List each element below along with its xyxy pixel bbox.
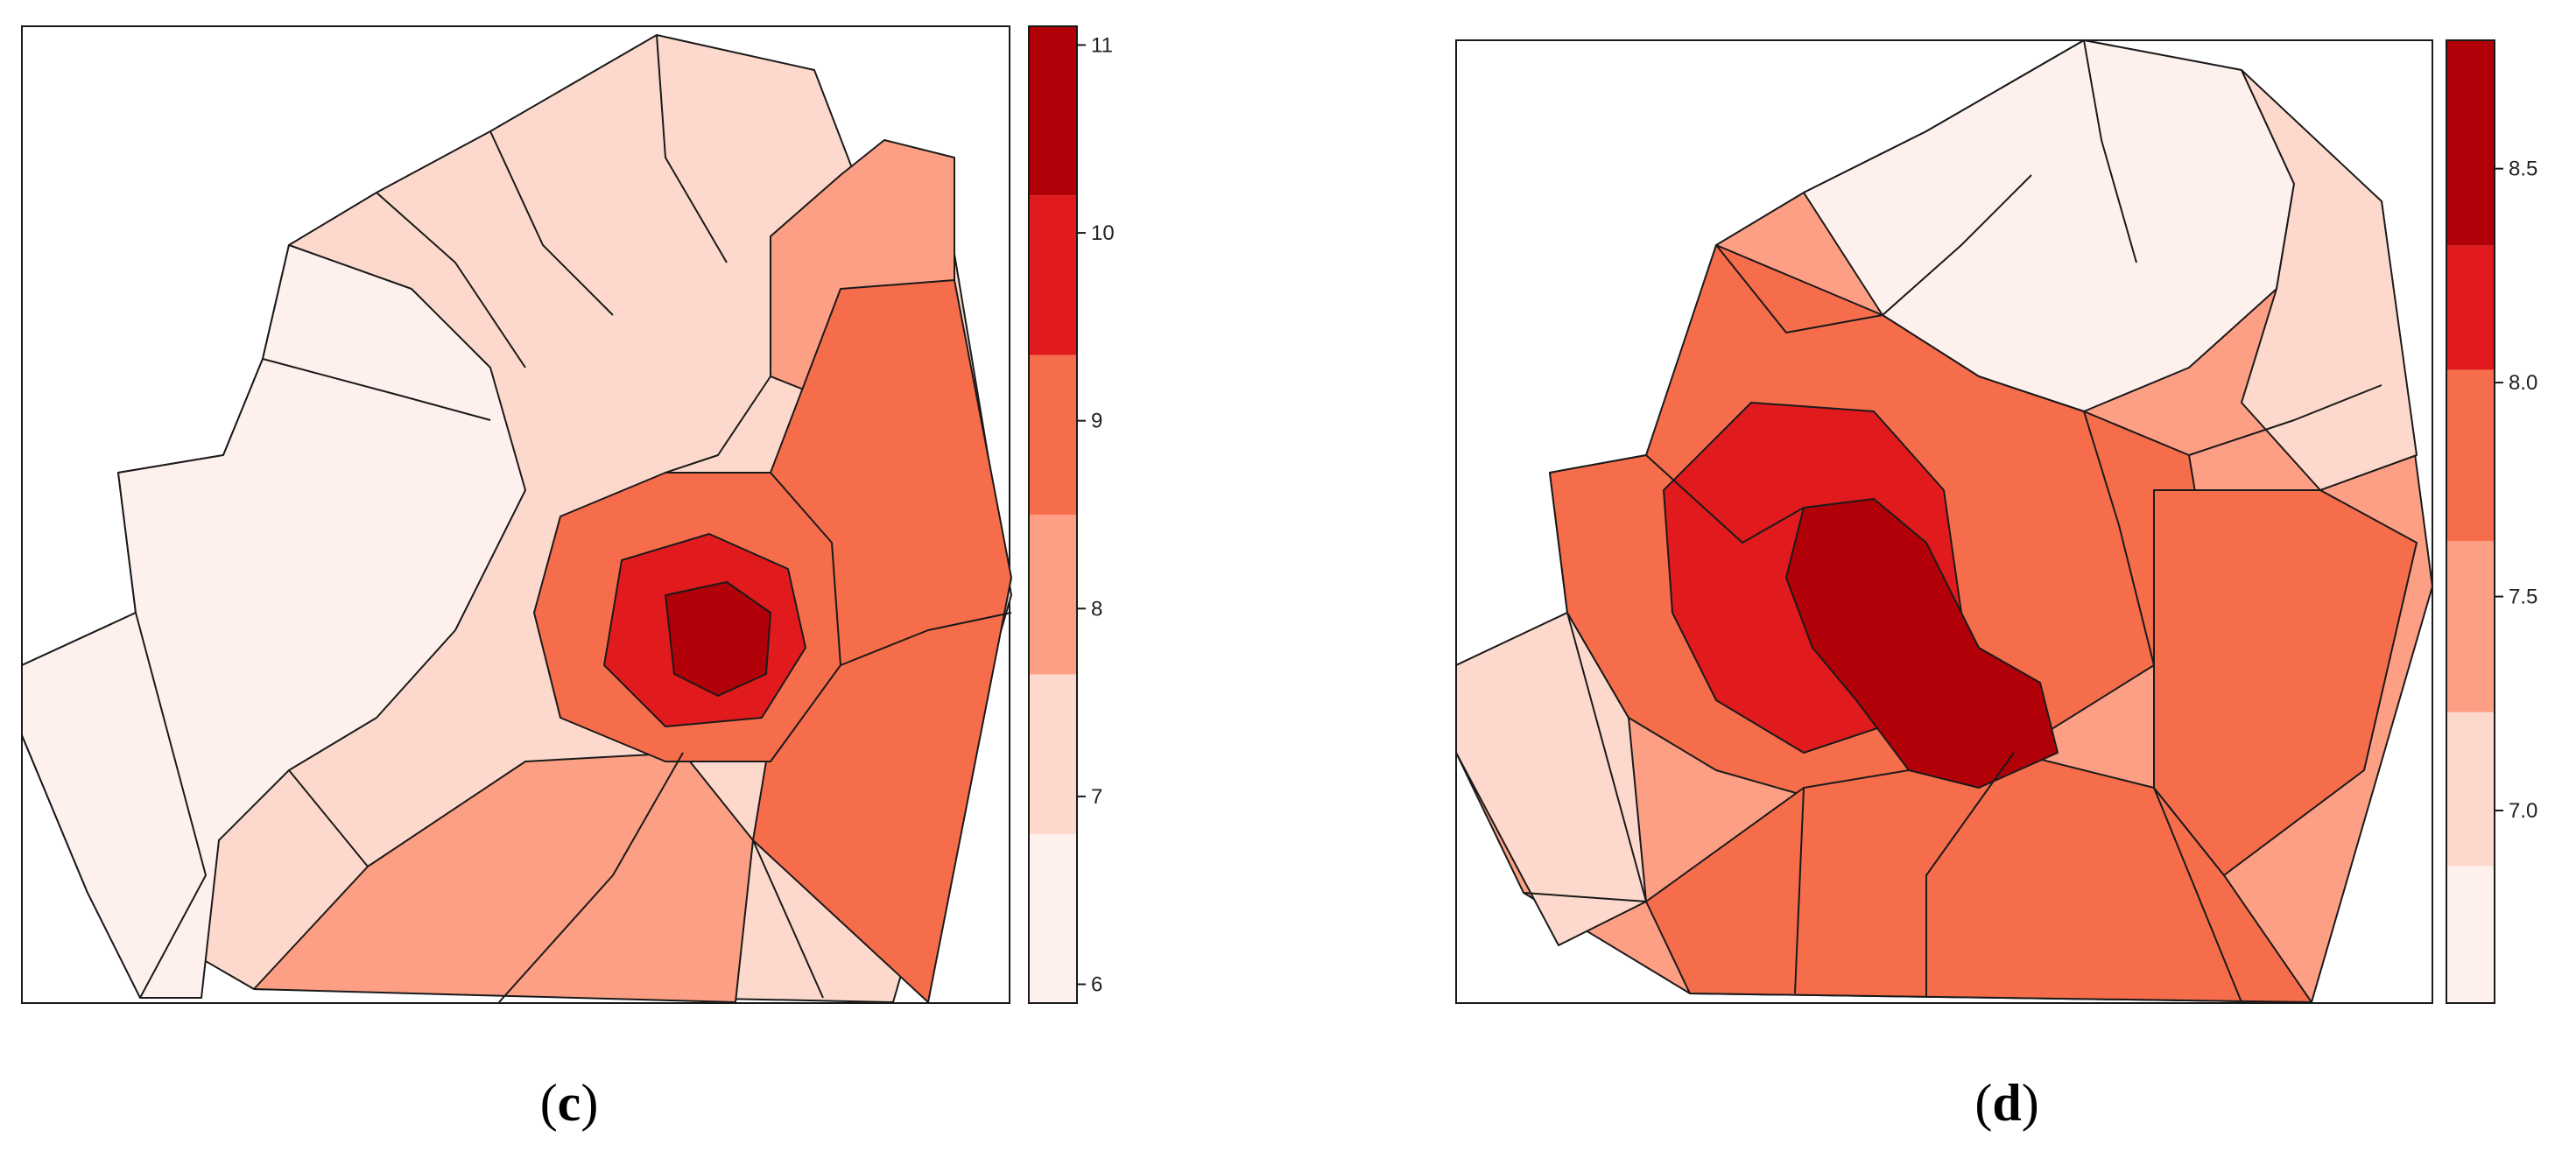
legend-c-ticks: 6 7 8 9 10 11 [1077,33,1115,997]
map-panel-c [21,25,1012,1004]
boundary-line [1523,612,1647,902]
legend-d-frame [2446,39,2495,1004]
legend-band [1029,195,1077,355]
legend-band [2446,541,2495,712]
legend-tick-label: 7.0 [2509,799,2537,823]
legend-tick-label: 10 [1091,221,1115,245]
boundary-line [1645,454,1805,544]
legend-d-color-bands [2446,40,2495,1003]
legend-d-ticks: 7.0 7.5 8.0 8.5 [2495,158,2537,823]
legend-band [2446,866,2495,1003]
boundary-line [1925,752,2015,998]
boundary-line [2083,39,2137,263]
region-west [21,244,526,999]
region-northeast [2241,69,2418,491]
legend-c-color-bands [1029,26,1077,1003]
boundary-line [288,769,369,867]
legend-band [1029,833,1077,1003]
panel-label-c: (c) [540,1074,599,1132]
boundary-line [665,375,771,474]
legend-band [1029,354,1077,515]
legend-tick-label: 8.5 [2509,158,2537,181]
boundary-line [1794,787,1805,994]
legend-tick-label: 8 [1091,597,1102,621]
boundary-line [1715,244,1883,333]
panel-label-d: (d) [1974,1074,2038,1132]
legend-band [2446,712,2495,867]
boundary-line [376,192,526,368]
legend-band [1029,515,1077,675]
legend-band [2446,369,2495,541]
legend-tick-label: 11 [1091,33,1113,57]
choropleth-regions-c [21,34,1012,1003]
boundary-line [2188,384,2382,456]
legend-tick-label: 6 [1091,973,1102,997]
legend-d: 7.0 7.5 8.0 8.5 [2446,39,2537,1004]
boundary-line [262,358,491,421]
legend-band [1029,26,1077,196]
boundary-line [2153,787,2242,1003]
map-panel-d [1455,39,2433,1004]
boundary-line [752,839,824,999]
legend-band [2446,40,2495,246]
legend-tick-label: 7 [1091,785,1102,809]
choropleth-regions-d [1455,39,2433,1003]
legend-tick-label: 7.5 [2509,586,2537,609]
legend-tick-label: 9 [1091,410,1102,433]
boundary-line [489,130,614,316]
region-core-darkest [665,581,771,697]
boundary-line [2083,411,2155,666]
boundary-line [498,752,684,1003]
legend-c-frame [1028,25,1078,1004]
region-core-darkest [1785,498,2059,789]
legend-band [1029,674,1077,834]
boundary-line [1882,174,2032,316]
boundary-line [656,34,728,263]
legend-c: 6 7 8 9 10 11 [1028,25,1115,1004]
boundary-line [840,612,1012,666]
legend-tick-label: 8.0 [2509,371,2537,395]
boundary-line [135,612,207,999]
legend-band [2446,245,2495,370]
